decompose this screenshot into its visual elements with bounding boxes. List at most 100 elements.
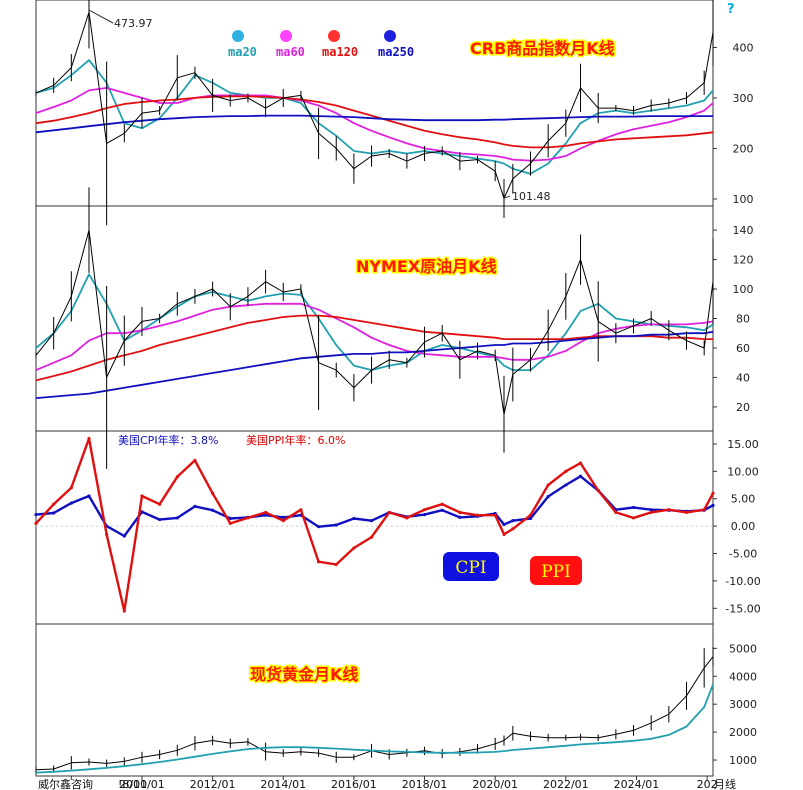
help-question-icon[interactable]: ? [727, 2, 735, 17]
legend-ma20-label: ma20 [228, 45, 257, 59]
panel3-point-cpi [528, 516, 533, 521]
panel2-series-ma120 [35, 314, 713, 382]
xtick-label: 2022/01 [543, 778, 589, 790]
plot-frame [35, 0, 714, 777]
panel4-series-ma [35, 684, 714, 774]
xtick-label: 2014/01 [260, 778, 306, 790]
ppi-tag-label: PPI [541, 562, 571, 582]
panel3-point-ppi [175, 475, 179, 479]
panel3-point-ppi [511, 527, 515, 531]
panel3-point-ppi [281, 519, 285, 523]
xtick-label: 202 [697, 778, 718, 790]
panel3-ytick-label: -15.00 [725, 602, 760, 615]
panel2-series-ma20 [35, 273, 714, 372]
panel3-point-cpi [87, 494, 91, 498]
panel1-series-ma60 [35, 87, 714, 162]
panel3-point-cpi [281, 515, 285, 519]
panel2-ytick-label: 20 [736, 401, 750, 414]
legend-ma60-label: ma60 [276, 45, 305, 59]
legend-ma60-dot [280, 30, 292, 42]
panel3-point-ppi [440, 502, 444, 506]
panel3-point-ppi [87, 436, 91, 441]
panel3-point-cpi [316, 525, 321, 529]
legend-ma250-label: ma250 [378, 45, 414, 59]
panel4-ytick-label: 4000 [729, 670, 757, 683]
panel3-point-ppi [667, 508, 671, 512]
panel2-series-ma250 [35, 330, 714, 399]
ppi-rate-label: 美国PPI年率：6.0% [246, 433, 345, 447]
cpi-tag-label: CPI [455, 558, 486, 578]
panel2-series-ma60 [35, 302, 714, 371]
panel3-point-cpi [369, 519, 374, 523]
panel3-point-cpi [546, 494, 550, 499]
panel3-point-ppi [546, 483, 550, 487]
panel3-point-ppi [528, 513, 533, 517]
panel2-ytick-label: 40 [736, 371, 750, 384]
panel3-point-ppi [702, 508, 706, 512]
panel3-point-ppi [405, 516, 409, 520]
crb-low-annotation: 101.48 [512, 190, 551, 203]
panel3-point-ppi [631, 516, 636, 520]
panel1-ytick-label: 100 [733, 193, 754, 206]
cpi-rate-label: 美国CPI年率：3.8% [118, 433, 219, 447]
panel3-point-cpi [158, 517, 162, 522]
panel3-point-ppi [316, 560, 321, 564]
panel3-point-ppi [564, 469, 568, 473]
panel1-series-ma120 [35, 95, 714, 149]
cpi-tag-box [443, 552, 499, 581]
panel3-point-cpi [631, 505, 636, 510]
source-watermark: 威尔鑫咨询 [38, 777, 93, 790]
panel3-point-cpi [564, 483, 568, 487]
panel2-ytick-label: 100 [733, 283, 754, 296]
panel3-point-cpi [34, 513, 38, 517]
panel3-point-ppi [493, 513, 497, 517]
panel3-point-cpi [422, 513, 427, 517]
xtick-label: 2018/01 [402, 778, 448, 790]
panel3-point-ppi [193, 458, 197, 462]
legend-ma120-label: ma120 [322, 45, 358, 59]
panel3-point-ppi [614, 510, 618, 515]
nymex-panel-title: NYMEX原油月K线 [356, 257, 497, 276]
panel3-point-ppi [34, 521, 38, 525]
panel3-ytick-label: 5.00 [731, 493, 756, 506]
panel4-ytick-label: 1000 [729, 754, 757, 767]
panel2-ytick-label: 140 [733, 224, 754, 237]
panel1-ytick-label: 300 [733, 92, 754, 105]
panel3-point-cpi [502, 522, 506, 527]
crb-high-annotation: 473.97 [114, 17, 153, 30]
panel1-ytick-label: 200 [733, 142, 754, 155]
annotation-leader [88, 9, 114, 24]
gold-panel-title: 现货黄金月K线 [250, 665, 358, 684]
panel3-point-ppi [422, 508, 427, 512]
panel4-series-close [35, 656, 714, 771]
panel3-point-cpi [334, 523, 338, 527]
panel3-point-ppi [352, 546, 356, 550]
panel3-ytick-label: 0.00 [731, 520, 756, 533]
xtick-label: !8/01 [118, 778, 147, 790]
panel3-point-cpi [175, 516, 179, 520]
panel3-point-ppi [334, 562, 338, 567]
panel3-point-ppi [596, 488, 600, 493]
panel3-point-ppi [458, 510, 462, 515]
panel1-ytick-label: 400 [733, 41, 754, 54]
panel3-point-ppi [684, 510, 689, 515]
panel3-point-cpi [52, 511, 56, 515]
panel3-point-ppi [299, 508, 303, 512]
panel3-point-ppi [52, 502, 56, 506]
panel3-point-ppi [140, 494, 144, 498]
panel3-point-ppi [475, 513, 480, 517]
panel3-point-cpi [649, 508, 653, 512]
panel3-ytick-label: -10.00 [725, 575, 760, 588]
xtick-label: 2010/01 [119, 778, 165, 790]
panel3-point-ppi [105, 532, 109, 536]
panel3-point-ppi [263, 510, 268, 515]
panel3-point-ppi [228, 521, 232, 525]
panel3-point-cpi [578, 474, 583, 478]
panel3-point-cpi [511, 519, 515, 523]
panel3-point-ppi [387, 510, 391, 515]
panel3-point-cpi [458, 515, 462, 519]
panel3-point-cpi [122, 534, 126, 538]
panel3-point-ppi [502, 532, 506, 536]
panel2-ytick-label: 60 [736, 342, 750, 355]
